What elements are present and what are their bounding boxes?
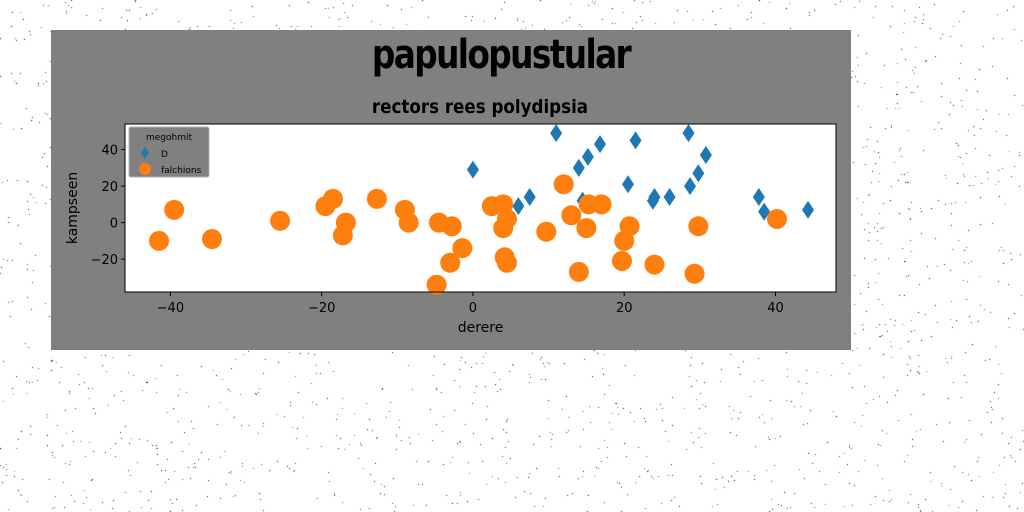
data-point-falchions bbox=[440, 252, 461, 273]
plot-area bbox=[125, 124, 836, 292]
x-tick-label: −40 bbox=[157, 301, 184, 316]
data-point-falchions bbox=[767, 208, 788, 229]
data-point-d bbox=[802, 200, 815, 219]
data-point-falchions bbox=[591, 194, 612, 215]
legend-marker-d bbox=[141, 147, 149, 159]
data-point-falchions bbox=[568, 261, 589, 282]
data-point-falchions bbox=[644, 254, 665, 275]
data-point-d bbox=[682, 124, 695, 143]
data-point-d bbox=[684, 177, 697, 196]
data-point-d bbox=[648, 188, 661, 207]
y-tick-label: 0 bbox=[110, 217, 118, 232]
x-tick-label: 40 bbox=[767, 301, 784, 316]
x-tick-label: 0 bbox=[469, 301, 477, 316]
data-point-d bbox=[692, 164, 705, 183]
data-point-d bbox=[752, 188, 765, 207]
data-point-d bbox=[523, 188, 536, 207]
data-point-falchions bbox=[561, 205, 582, 226]
data-point-d bbox=[663, 188, 676, 207]
y-tick-label: −20 bbox=[91, 253, 118, 268]
data-point-d bbox=[512, 197, 525, 216]
data-point-falchions bbox=[149, 230, 170, 251]
data-point-falchions bbox=[553, 174, 574, 195]
data-point-falchions bbox=[366, 188, 387, 209]
data-point-falchions bbox=[335, 212, 356, 233]
data-point-falchions bbox=[201, 229, 222, 250]
legend-title: megohmit bbox=[146, 133, 192, 143]
data-point-d bbox=[550, 124, 563, 143]
data-point-falchions bbox=[576, 218, 597, 239]
data-point-d bbox=[581, 147, 594, 166]
data-point-falchions bbox=[426, 274, 447, 295]
data-point-d bbox=[629, 131, 642, 150]
data-point-falchions bbox=[441, 216, 462, 237]
data-point-falchions bbox=[270, 210, 291, 231]
legend-box bbox=[128, 126, 210, 178]
x-tick-label: −20 bbox=[308, 301, 335, 316]
data-point-d bbox=[466, 160, 479, 179]
data-point-falchions bbox=[496, 208, 517, 229]
data-point-falchions bbox=[323, 188, 344, 209]
data-point-d bbox=[621, 175, 634, 194]
data-point-d bbox=[594, 135, 607, 154]
data-point-d bbox=[699, 146, 712, 165]
x-tick-label: 20 bbox=[616, 301, 633, 316]
chart-title: rectors rees polydipsia bbox=[372, 96, 588, 118]
legend-label-falchions: falchions bbox=[161, 166, 202, 176]
data-point-falchions bbox=[536, 221, 557, 242]
legend-label-d: D bbox=[161, 150, 168, 160]
data-point-falchions bbox=[164, 199, 185, 220]
data-point-falchions bbox=[398, 212, 419, 233]
data-point-falchions bbox=[611, 250, 632, 271]
data-point-d bbox=[572, 158, 585, 177]
data-point-falchions bbox=[684, 263, 705, 284]
axes-frame bbox=[124, 123, 837, 293]
x-axis-label: derere bbox=[458, 320, 504, 336]
figure-panel: papulopustular rectors rees polydipsia −4… bbox=[51, 30, 851, 350]
data-point-falchions bbox=[619, 216, 640, 237]
data-point-falchions bbox=[688, 216, 709, 237]
data-point-d bbox=[758, 202, 771, 221]
y-tick-label: 20 bbox=[101, 180, 118, 195]
data-point-falchions bbox=[452, 238, 473, 259]
data-point-falchions bbox=[496, 252, 517, 273]
y-axis-label: kampseen bbox=[65, 172, 81, 244]
y-tick-label: 40 bbox=[101, 144, 118, 159]
scatter-chart: rectors rees polydipsia −40 −20 0 20 40 −20 0 20… bbox=[65, 96, 837, 336]
legend-marker-falchions bbox=[139, 163, 151, 175]
